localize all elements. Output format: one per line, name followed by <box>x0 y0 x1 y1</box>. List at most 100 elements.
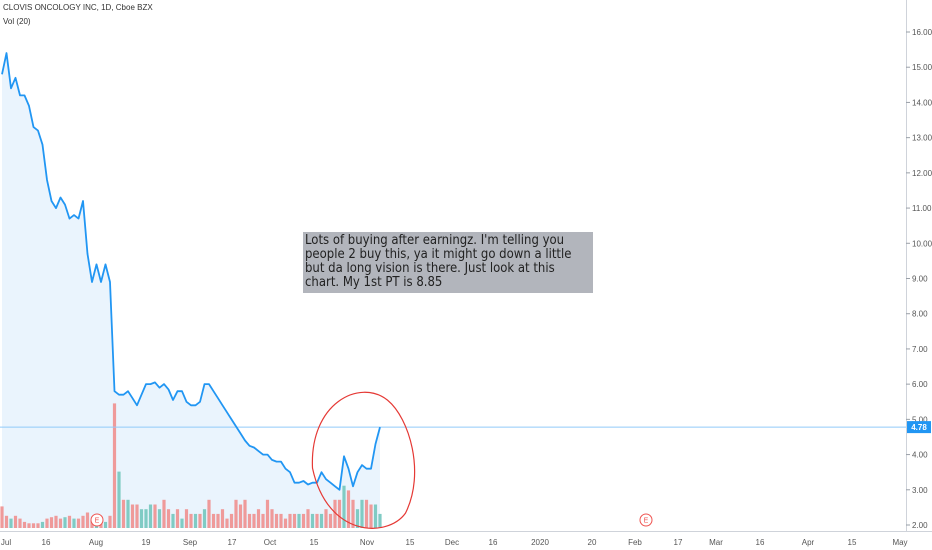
volume-bar <box>342 485 346 528</box>
x-tick-label: 20 <box>588 538 597 547</box>
symbol-title[interactable]: CLOVIS ONCOLOGY INC, 1D, Cboe BZX <box>3 3 153 12</box>
y-tick-label: 13.00 <box>912 134 932 143</box>
y-tick-label: 10.00 <box>912 239 932 248</box>
volume-bar <box>198 513 202 528</box>
volume-bar <box>31 523 36 528</box>
volume-bar <box>306 509 310 528</box>
earnings-marker-label: E <box>644 518 649 525</box>
volume-bar <box>310 513 315 528</box>
volume-bar <box>126 499 130 528</box>
x-tick-label: 17 <box>228 538 237 547</box>
x-tick-label: Mar <box>709 538 723 547</box>
y-tick-label: 15.00 <box>912 63 932 72</box>
volume-bar <box>180 518 184 528</box>
volume-bar <box>279 513 283 528</box>
volume-bar <box>40 521 45 528</box>
volume-indicator-label[interactable]: Vol (20) <box>3 17 31 26</box>
volume-bar <box>67 515 72 528</box>
volume-bar <box>355 509 360 528</box>
price-area <box>2 53 380 528</box>
y-tick-label: 9.00 <box>912 275 928 284</box>
y-tick-label: 16.00 <box>912 28 932 37</box>
volume-bar <box>319 513 324 528</box>
volume-bar <box>292 513 297 528</box>
volume-bar <box>157 509 162 528</box>
volume-bar <box>63 517 67 528</box>
volume-bar <box>324 509 328 528</box>
volume-bar <box>256 509 261 528</box>
volume-bar <box>229 513 234 528</box>
volume-bar <box>27 523 31 528</box>
volume-bar <box>148 504 153 528</box>
volume-bar <box>351 499 355 528</box>
volume-bar <box>364 499 369 528</box>
volume-bar <box>252 513 256 528</box>
volume-bar <box>369 504 373 528</box>
volume-bar <box>13 515 18 528</box>
x-tick-label: Dec <box>445 538 459 547</box>
volume-bar <box>9 518 13 528</box>
volume-bar <box>225 518 229 528</box>
volume-bar <box>54 515 58 528</box>
volume-bar <box>216 513 220 528</box>
volume-bar <box>139 509 144 528</box>
x-tick-label: Feb <box>628 538 642 547</box>
volume-bars <box>0 403 382 528</box>
volume-bar <box>238 504 243 528</box>
current-price-label: 4.78 <box>907 421 931 434</box>
volume-bar <box>85 512 90 528</box>
x-tick-label: 15 <box>848 538 857 547</box>
volume-bar <box>328 513 333 528</box>
y-tick-label: 2.00 <box>912 521 928 530</box>
x-tick-label: Nov <box>360 538 374 547</box>
volume-bar <box>90 520 94 528</box>
x-tick-label: 16 <box>489 538 498 547</box>
time-axis[interactable]: Jul 16 Aug 19 Sep 17 Oct 15 Nov 15 Dec 16 2020 20 Feb 1… <box>1 538 908 547</box>
volume-bar <box>297 513 301 528</box>
volume-bar <box>333 499 337 528</box>
price-label-bg <box>907 421 931 434</box>
volume-bar <box>112 403 117 528</box>
x-tick-label: Apr <box>802 538 815 547</box>
volume-bar <box>103 521 108 528</box>
x-tick-label: Oct <box>264 538 277 547</box>
volume-bar <box>315 513 319 528</box>
annotation-text-box[interactable]: Lots of buying after earningz. I'm telli… <box>303 232 593 293</box>
volume-bar <box>130 504 135 528</box>
volume-bar <box>4 515 9 528</box>
volume-bar <box>18 518 22 528</box>
annotation-circle-layer <box>311 391 416 529</box>
y-tick-label: 7.00 <box>912 345 928 354</box>
volume-bar <box>283 518 288 528</box>
volume-bar <box>243 499 247 528</box>
volume-bar <box>135 504 139 528</box>
annotation-circle <box>311 391 416 529</box>
volume-bar <box>117 471 121 528</box>
volume-bar <box>373 504 378 528</box>
x-tick-label: 15 <box>310 538 319 547</box>
volume-bar <box>261 513 265 528</box>
volume-bar <box>234 499 238 528</box>
earnings-marker <box>639 513 653 527</box>
y-tick-label: 12.00 <box>912 169 932 178</box>
y-tick-label: 6.00 <box>912 380 928 389</box>
x-tick-label: 16 <box>42 538 51 547</box>
price-area-fill <box>2 53 380 528</box>
volume-bar <box>81 515 85 528</box>
volume-bar <box>337 499 342 528</box>
volume-bar <box>193 513 198 528</box>
earnings-marker-label: E <box>95 518 100 525</box>
volume-bar <box>265 499 270 528</box>
price-axis[interactable]: 16.00 15.00 14.00 13.00 12.00 11.00 10.00 9.00 8… <box>906 28 932 530</box>
volume-bar <box>360 499 364 528</box>
volume-bar <box>171 513 175 528</box>
volume-bar <box>301 513 306 528</box>
volume-bar <box>175 509 180 528</box>
x-tick-label: May <box>892 538 907 547</box>
volume-bar <box>45 518 49 528</box>
volume-bar <box>153 504 157 528</box>
volume-bar <box>72 518 76 528</box>
price-label-text: 4.78 <box>911 423 927 432</box>
